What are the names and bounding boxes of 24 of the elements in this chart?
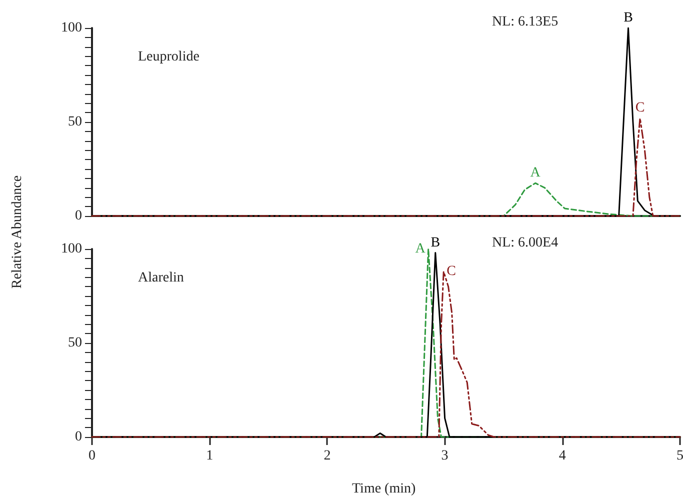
series-label: C: [446, 264, 456, 280]
series-label: A: [530, 166, 542, 181]
series-label: B: [430, 235, 440, 250]
x-tick-label: 1: [206, 448, 214, 464]
x-tick-label: 2: [324, 448, 331, 464]
x-tick-label: 3: [441, 448, 448, 464]
y-tick-label: 0: [75, 208, 82, 224]
x-axis-title: Time (min): [352, 482, 416, 496]
x-tick-label: 4: [558, 448, 566, 464]
y-axis-title: Relative Abundance: [10, 175, 26, 289]
annotation: NL: 6.00E4: [492, 236, 558, 250]
y-tick-label: 50: [68, 114, 82, 130]
y-tick-label: 100: [61, 242, 82, 256]
text: Leuprolide: [138, 50, 200, 64]
y-tick-label: 100: [61, 20, 82, 36]
y-tick-label: 0: [75, 430, 82, 444]
annotation: NL: 6.13E5: [492, 14, 558, 30]
x-tick-label: 5: [676, 448, 683, 464]
series-label: B: [624, 10, 633, 26]
x-tick-label: 0: [88, 448, 96, 464]
series-label: C: [635, 100, 645, 116]
series-label: A: [415, 242, 426, 256]
text: Alarelin: [138, 270, 184, 286]
y-tick-label: 50: [68, 336, 82, 350]
